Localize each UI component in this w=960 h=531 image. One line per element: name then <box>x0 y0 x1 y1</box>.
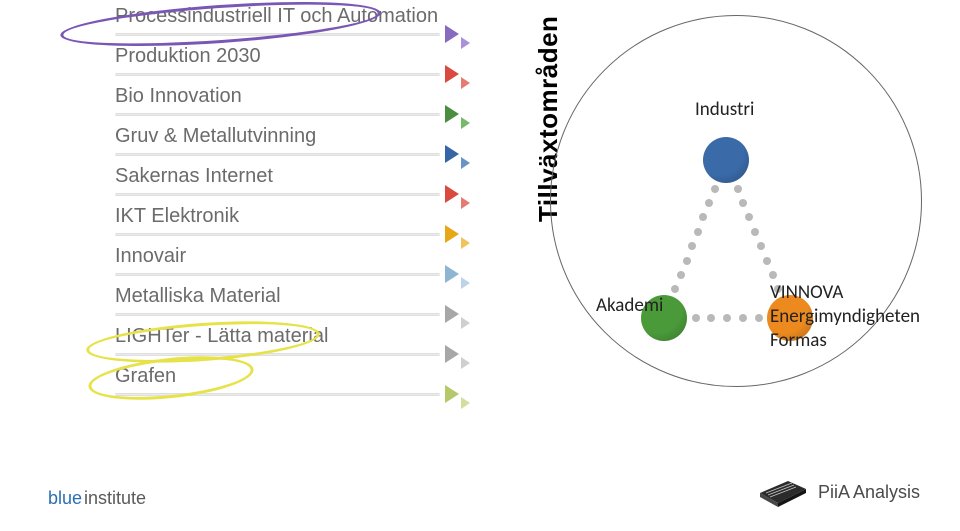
triangle-icon <box>445 345 459 363</box>
triangle-icon <box>445 185 459 203</box>
diagram-node-label: VINNOVAEnergimyndighetenFormas <box>770 281 920 352</box>
triangle-icon <box>445 305 459 323</box>
book-icon <box>758 475 808 509</box>
edge-dot <box>769 271 777 279</box>
edge-dot <box>734 185 742 193</box>
list-item-label: Gruv & Metallutvinning <box>115 125 316 148</box>
connector-bar <box>115 73 440 76</box>
connector-bar <box>115 113 440 116</box>
triangle-icon <box>445 225 459 243</box>
triangle-icon <box>445 65 459 83</box>
connector-bar <box>115 273 440 276</box>
diagram-node <box>703 137 749 183</box>
edge-dot <box>683 257 691 265</box>
edge-dot <box>763 257 771 265</box>
triangle-icon <box>445 25 459 43</box>
list-item-label: IKT Elektronik <box>115 205 239 228</box>
edge-dot <box>751 228 759 236</box>
connector-bar <box>115 193 440 196</box>
triangle-icon <box>445 105 459 123</box>
edge-dot <box>755 314 763 322</box>
list-item-label: Sakernas Internet <box>115 165 273 188</box>
list-item-label: Metalliska Material <box>115 285 281 308</box>
footer-right: PiiA Analysis <box>758 475 920 509</box>
list-item-label: Innovair <box>115 245 186 268</box>
edge-dot <box>711 185 719 193</box>
edge-dot <box>723 314 731 322</box>
triangle-icon <box>445 145 459 163</box>
edge-dot <box>677 271 685 279</box>
footer-analysis-text: PiiA Analysis <box>818 482 920 503</box>
connector-bar <box>115 233 440 236</box>
footer-logo: blueinstitute <box>48 488 146 509</box>
edge-dot <box>692 314 700 322</box>
list-item-label: Produktion 2030 <box>115 45 261 68</box>
triangle-icon <box>445 265 459 283</box>
diagram-node-label: Akademi <box>596 294 663 317</box>
edge-dot <box>694 228 702 236</box>
triangle-icon <box>445 385 459 403</box>
connector-bar <box>115 313 440 316</box>
list-item-label: Bio Innovation <box>115 85 242 108</box>
edge-dot <box>739 314 747 322</box>
connector-bar <box>115 153 440 156</box>
diagram-node-label: Industri <box>695 98 754 121</box>
